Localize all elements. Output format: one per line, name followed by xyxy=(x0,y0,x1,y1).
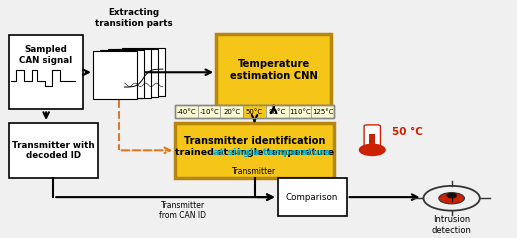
FancyBboxPatch shape xyxy=(175,105,334,118)
Text: at single temperature: at single temperature xyxy=(184,148,330,157)
FancyBboxPatch shape xyxy=(9,35,83,109)
FancyBboxPatch shape xyxy=(369,134,375,150)
Text: Intrusion
detection: Intrusion detection xyxy=(432,215,472,234)
Text: trained at single temperature: trained at single temperature xyxy=(175,148,334,157)
Text: 20°C: 20°C xyxy=(223,109,240,115)
Text: Extracting
transition parts: Extracting transition parts xyxy=(95,8,173,28)
Text: Sampled
CAN signal: Sampled CAN signal xyxy=(19,45,72,65)
Text: Transmitter
from CAN ID: Transmitter from CAN ID xyxy=(159,200,206,220)
Circle shape xyxy=(447,193,456,198)
Text: 110°C: 110°C xyxy=(289,109,311,115)
Text: Transmitter identification: Transmitter identification xyxy=(184,136,325,146)
FancyBboxPatch shape xyxy=(108,49,151,98)
FancyBboxPatch shape xyxy=(115,49,158,97)
Text: Transmitter: Transmitter xyxy=(233,167,277,176)
Text: Comparison: Comparison xyxy=(286,193,338,202)
Text: -40°C: -40°C xyxy=(177,109,196,115)
FancyBboxPatch shape xyxy=(175,123,334,178)
FancyBboxPatch shape xyxy=(122,48,165,96)
Text: -10°C: -10°C xyxy=(199,109,219,115)
FancyBboxPatch shape xyxy=(216,34,331,106)
Text: Temperature
estimation CNN: Temperature estimation CNN xyxy=(230,59,317,81)
Circle shape xyxy=(439,193,464,204)
FancyBboxPatch shape xyxy=(243,105,266,118)
FancyBboxPatch shape xyxy=(100,50,144,99)
Text: 50°C: 50°C xyxy=(246,109,263,115)
FancyBboxPatch shape xyxy=(93,51,137,99)
Circle shape xyxy=(359,144,385,155)
Text: Transmitter with
decoded ID: Transmitter with decoded ID xyxy=(12,141,95,160)
FancyBboxPatch shape xyxy=(364,125,381,151)
Text: 50 °C: 50 °C xyxy=(392,127,422,137)
FancyBboxPatch shape xyxy=(9,123,98,178)
Text: 125°C: 125°C xyxy=(312,109,333,115)
FancyBboxPatch shape xyxy=(278,178,347,216)
Text: 80°C: 80°C xyxy=(268,109,286,115)
